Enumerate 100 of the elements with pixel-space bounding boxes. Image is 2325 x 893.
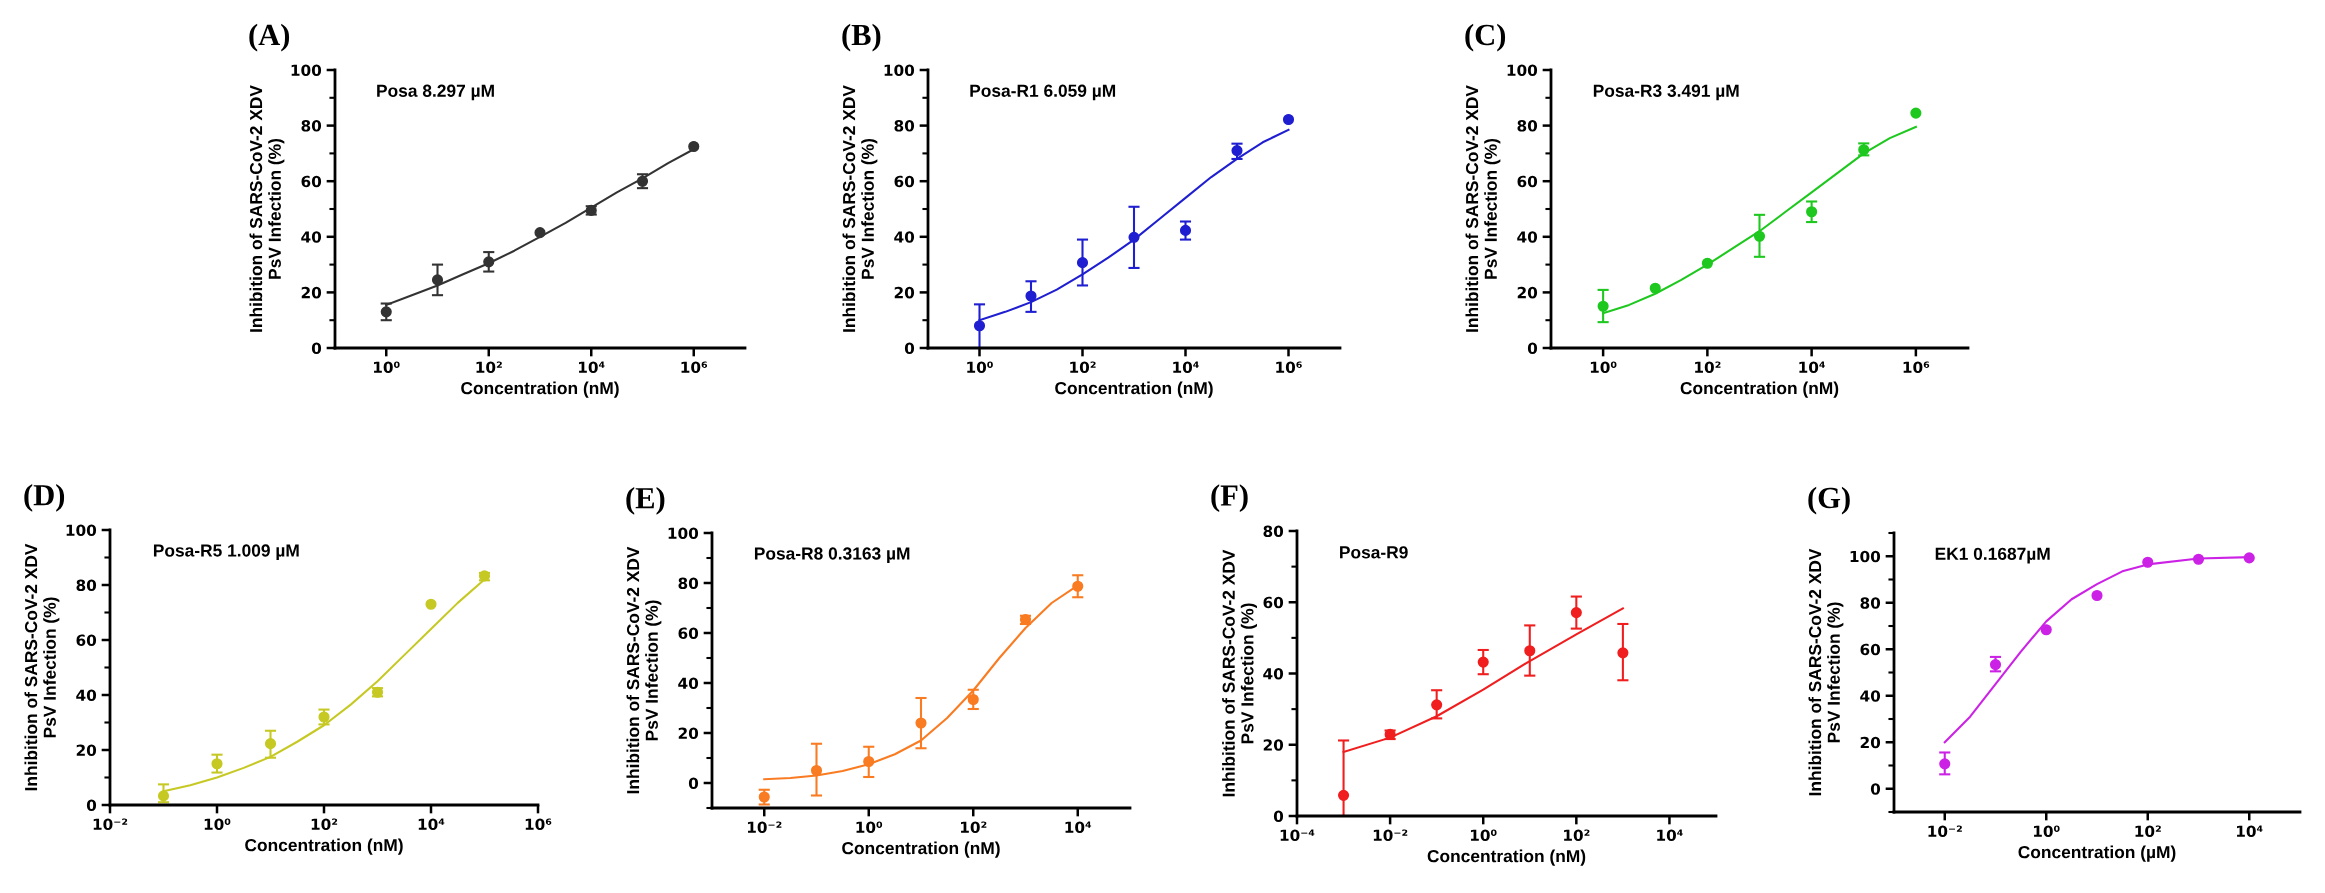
y-tick-label: 80 <box>894 120 915 132</box>
y-tick-label: 60 <box>678 627 699 640</box>
x-tick-label: 10⁻⁴ <box>1280 829 1315 842</box>
y-tick-label: 80 <box>301 120 322 132</box>
y-tick-label: 40 <box>1517 231 1538 243</box>
point <box>1179 224 1192 236</box>
y-tick-label: 20 <box>1263 739 1284 751</box>
annotation: Posa-R1 6.059 µM <box>970 84 1116 101</box>
x-tick-label: 10² <box>476 361 502 374</box>
y-tick-label: 100 <box>884 64 915 77</box>
y-tick-label: 20 <box>301 286 322 299</box>
x-axis-title: Concentration (nM) <box>842 841 1000 858</box>
y-tick-label: 20 <box>678 727 699 740</box>
x-tick-label: 10⁻² <box>747 821 782 834</box>
x-tick-label: 10⁴ <box>1173 361 1199 374</box>
point <box>1617 647 1629 659</box>
x-tick-label: 10⁶ <box>1276 361 1302 374</box>
point <box>967 693 979 706</box>
x-tick-label: 10⁴ <box>1799 361 1825 374</box>
point <box>915 717 927 729</box>
x-tick-label: 10⁰ <box>204 818 231 831</box>
x-tick-label: 10⁻² <box>1373 829 1408 842</box>
x-tick-label: 10⁰ <box>1590 361 1617 374</box>
chart-title: (E) <box>626 486 665 515</box>
point <box>1076 257 1089 269</box>
x-tick-label: 10² <box>1070 361 1096 374</box>
x-tick-label: 10⁻² <box>93 818 128 831</box>
point <box>1128 231 1140 243</box>
y-tick-label: 40 <box>894 231 915 243</box>
y-tick-label: 100 <box>1507 64 1538 77</box>
y-tick-label: 40 <box>301 231 322 243</box>
point <box>1910 107 1922 119</box>
annotation: EK1 0.1687µM <box>1935 547 2050 564</box>
y-tick-label: 80 <box>1860 597 1881 609</box>
y-tick-label: 100 <box>66 524 97 537</box>
y-tick-label: 60 <box>76 634 97 647</box>
y-tick-label: 0 <box>904 342 915 355</box>
y-tick-label: 60 <box>1263 596 1284 609</box>
y-tick-label: 80 <box>678 577 699 590</box>
y-tick-label: 0 <box>1273 810 1284 823</box>
point <box>1701 257 1713 269</box>
y-tick-label: 100 <box>1850 550 1881 563</box>
chart-title: (B) <box>842 23 881 52</box>
chart-title: (F) <box>1211 484 1248 513</box>
y-tick-label: 100 <box>291 64 322 77</box>
annotation: Posa-R5 1.009 µM <box>153 544 299 561</box>
x-axis-title: Concentration (nM) <box>245 838 403 855</box>
y-tick-label: 100 <box>668 527 699 540</box>
y-tick-label: 40 <box>678 677 699 690</box>
point <box>2040 624 2052 636</box>
x-tick-label: 10⁴ <box>1065 821 1092 834</box>
x-tick-label: 10² <box>1695 361 1721 374</box>
x-tick-label: 10⁴ <box>2237 825 2263 838</box>
y-tick-label: 40 <box>1860 690 1881 702</box>
point <box>1524 645 1536 657</box>
x-axis-title: Concentration (nM) <box>1055 381 1213 398</box>
y-tick-label: 40 <box>76 689 97 702</box>
point <box>1431 699 1443 711</box>
chart-title: (G) <box>1808 486 1850 515</box>
point <box>1806 206 1818 218</box>
x-axis-title: Concentration (µM) <box>2018 845 2176 862</box>
y-tick-label: 40 <box>1263 667 1284 680</box>
point <box>1989 659 2002 671</box>
point <box>1570 607 1582 619</box>
x-tick-label: 10⁶ <box>681 361 708 374</box>
x-axis-title: Concentration (nM) <box>1427 849 1586 866</box>
x-tick-label: 10⁰ <box>856 821 883 834</box>
y-tick-label: 20 <box>1517 286 1538 299</box>
y-tick-label: 20 <box>894 286 915 299</box>
x-tick-label: 10² <box>961 821 987 834</box>
y-tick-label: 60 <box>1860 643 1881 656</box>
x-tick-label: 10⁶ <box>525 818 552 831</box>
y-tick-label: 20 <box>76 744 97 757</box>
y-axis-title: Inhibition of SARS-CoV-2 XDV PsV Infection (%) <box>1222 549 1257 797</box>
y-tick-label: 0 <box>688 777 699 790</box>
x-axis-title: Concentration (nM) <box>461 381 619 398</box>
x-tick-label: 10⁰ <box>1470 829 1497 842</box>
x-tick-label: 10² <box>1564 829 1590 842</box>
y-tick-label: 60 <box>1517 175 1538 188</box>
y-tick-label: 0 <box>311 342 322 355</box>
y-tick-label: 0 <box>1870 783 1881 795</box>
point <box>688 140 700 153</box>
point <box>1597 300 1609 312</box>
chart-title: (A) <box>249 23 290 52</box>
y-tick-label: 0 <box>1527 342 1538 355</box>
point <box>2142 556 2154 568</box>
y-tick-label: 0 <box>86 799 97 812</box>
y-axis-title: Inhibition of SARS-CoV-2 XDV PsV Infection (%) <box>1465 85 1501 332</box>
point <box>1939 758 1951 770</box>
chart-title: (D) <box>24 483 65 512</box>
y-tick-label: 20 <box>1860 736 1881 749</box>
point <box>1337 789 1350 801</box>
point <box>1282 113 1295 126</box>
point <box>264 738 277 750</box>
x-tick-label: 10⁴ <box>418 818 445 831</box>
y-tick-label: 60 <box>894 175 915 188</box>
point <box>1753 230 1766 242</box>
y-tick-label: 80 <box>76 579 97 592</box>
point <box>534 227 546 239</box>
y-axis-title: Inhibition of SARS-CoV-2 XDV PsV Infection (%) <box>842 85 878 332</box>
